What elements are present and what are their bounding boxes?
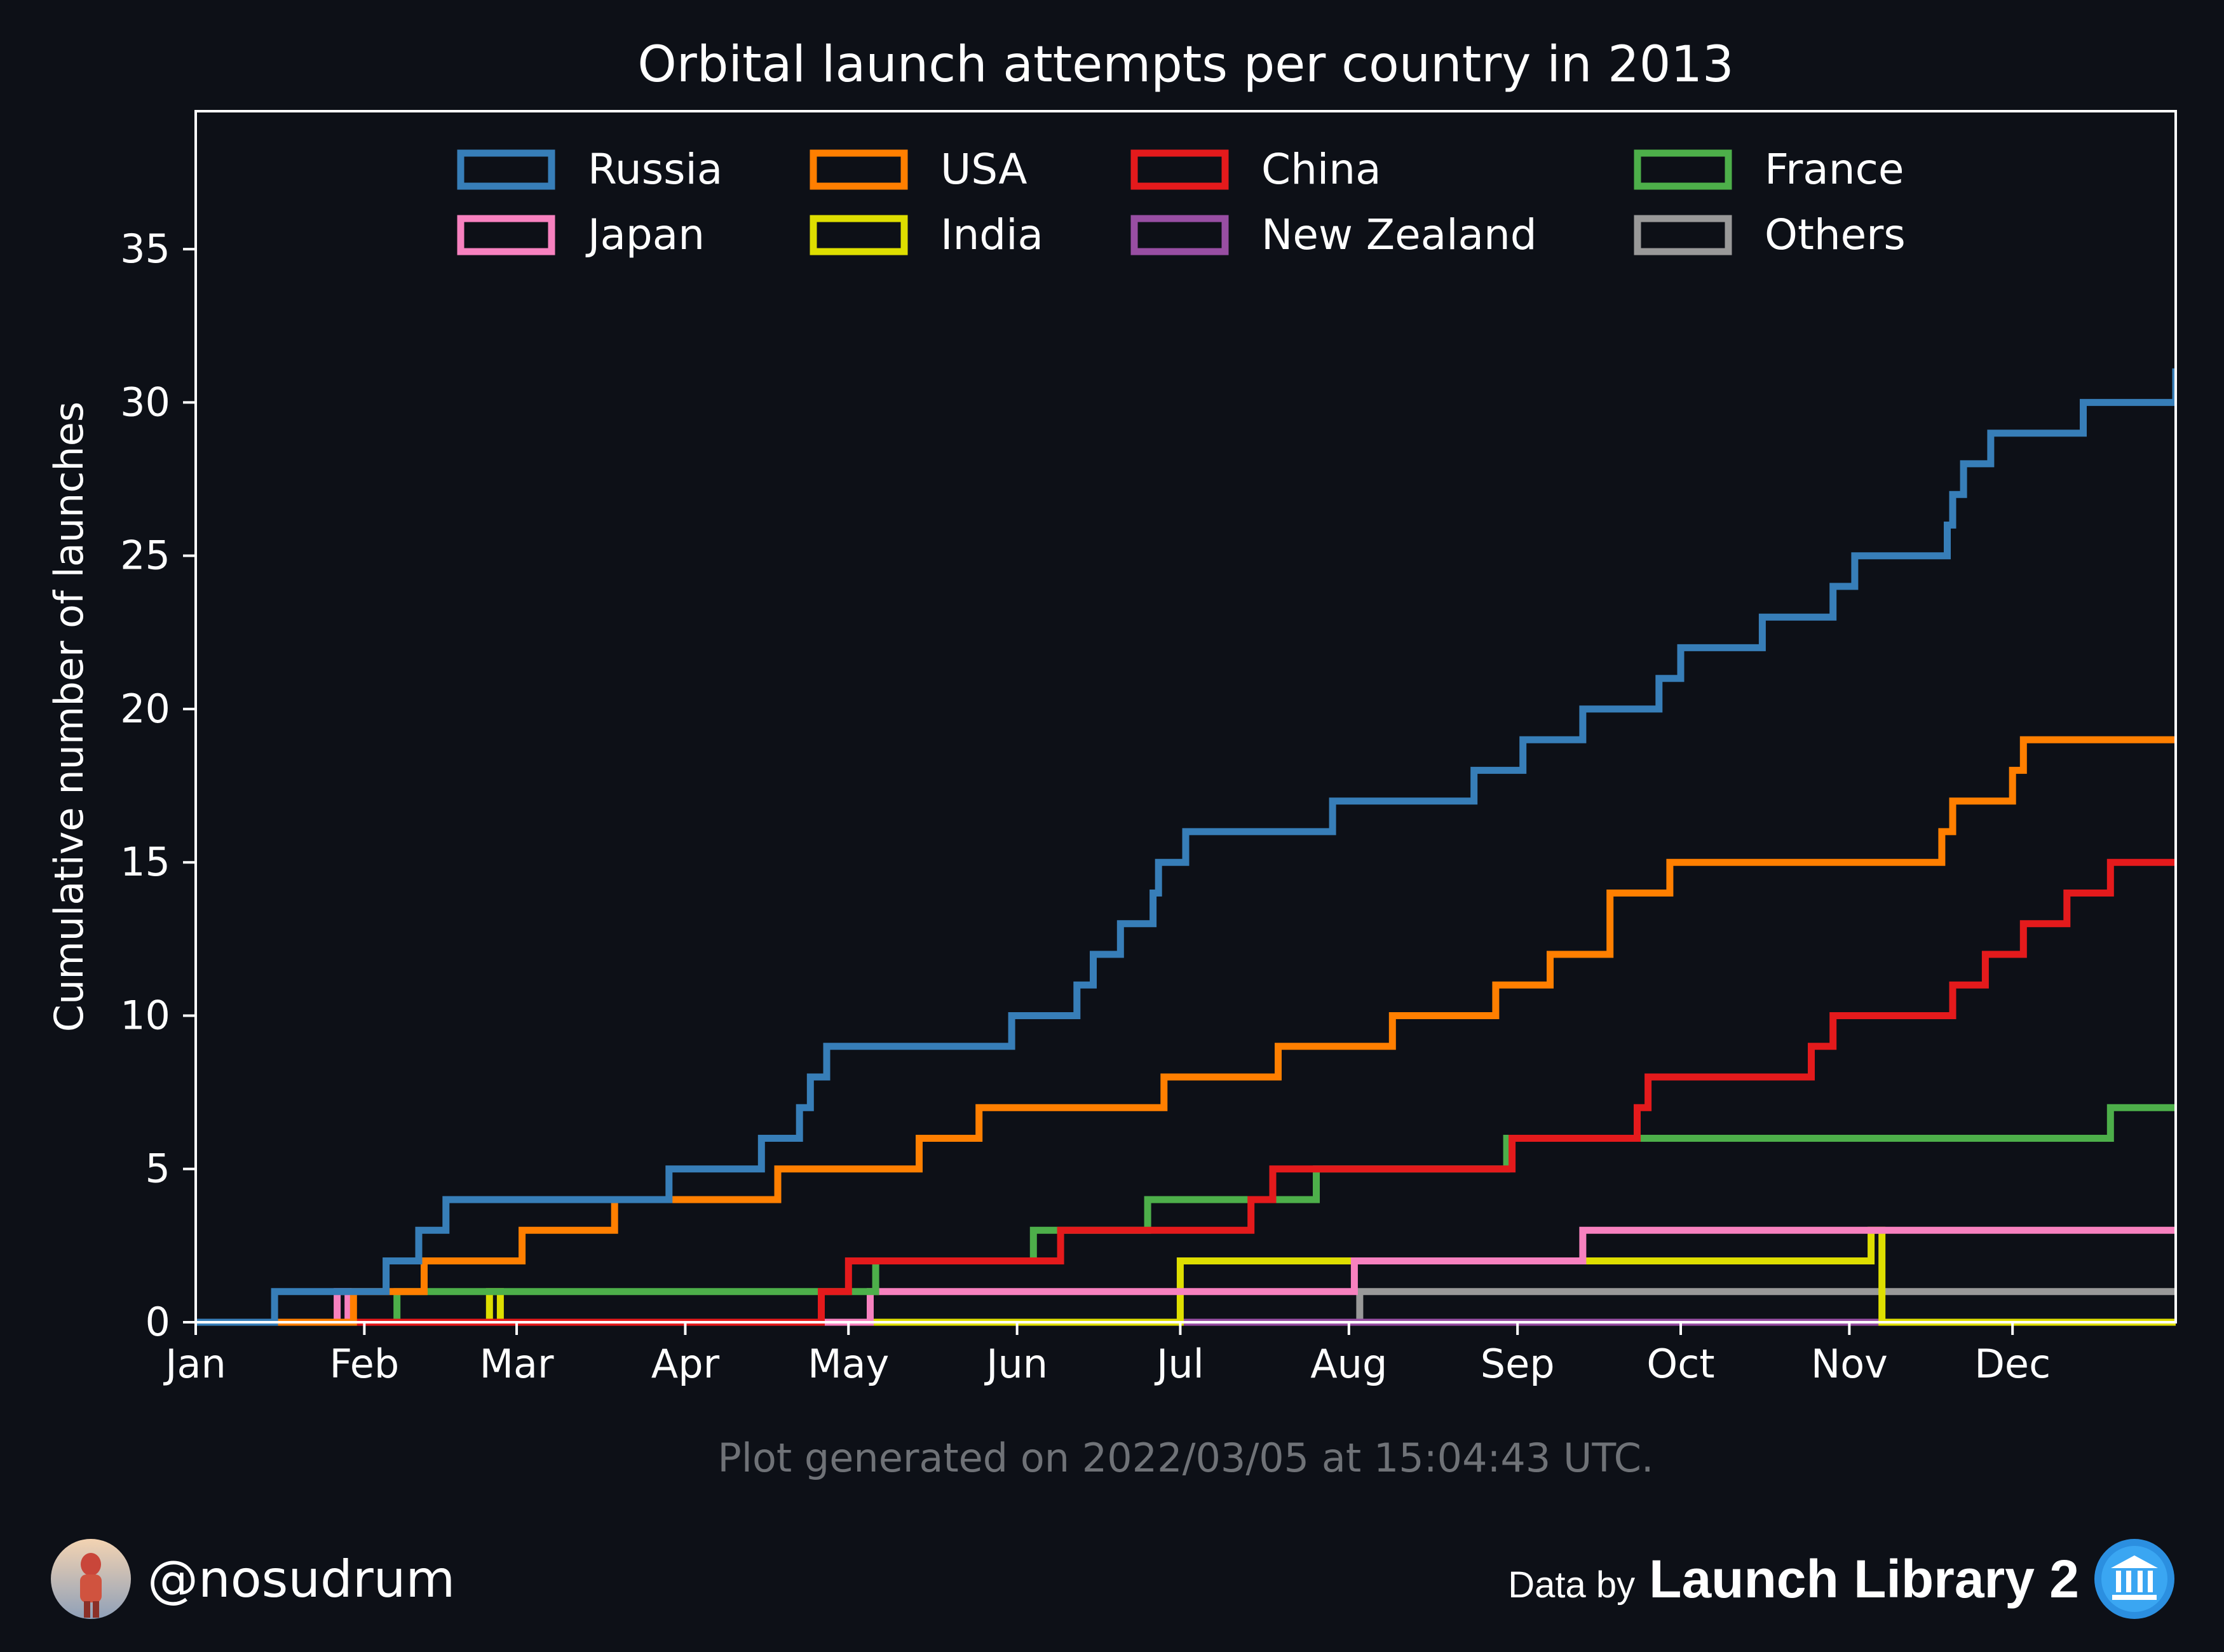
plot-area: 0 5 10 15 20 25 30 35 Jan Feb Mar Apr May Jun Jul Aug Se…: [120, 110, 2177, 1387]
y-tick-label: 15: [120, 839, 170, 885]
y-axis-label: Cumulative number of launches: [46, 402, 92, 1032]
x-tick-label: Mar: [480, 1341, 554, 1387]
x-tick-label: Feb: [329, 1341, 399, 1387]
legend-item-china: China: [1130, 145, 1381, 194]
legend: Russia USA China France Japan India New Zealan…: [457, 145, 1906, 259]
legend-item-russia: Russia: [457, 145, 722, 194]
data-by-label: Data by: [1508, 1564, 1636, 1606]
legend-label: India: [940, 210, 1043, 259]
legend-item-usa: USA: [810, 145, 1027, 194]
x-tick-label: Jan: [163, 1341, 226, 1387]
y-tick-label: 20: [120, 686, 170, 732]
legend-swatch: [810, 215, 908, 255]
series-line-china: [196, 858, 2176, 1326]
x-tick-label: Apr: [651, 1341, 720, 1387]
y-tick-label: 10: [120, 992, 170, 1038]
legend-swatch: [457, 149, 555, 190]
legend-item-japan: Japan: [457, 210, 705, 259]
legend-swatch: [1130, 215, 1229, 255]
series-line-japan: [196, 1226, 2176, 1326]
y-tick-label: 25: [120, 532, 170, 579]
legend-swatch: [1634, 149, 1732, 190]
y-tick-label: 0: [146, 1299, 170, 1345]
series-line-india: [196, 1226, 2176, 1326]
legend-label: New Zealand: [1261, 210, 1537, 259]
author-handle: @nosudrum: [147, 1549, 456, 1609]
x-tick-label: Dec: [1974, 1341, 2051, 1387]
legend-label: China: [1261, 145, 1381, 194]
x-tick-label: Oct: [1646, 1341, 1714, 1387]
series-line-france: [196, 1104, 2176, 1326]
chart-title: Orbital launch attempts per country in 2…: [637, 36, 1733, 93]
launch-library-logo-icon: [2094, 1539, 2174, 1619]
legend-label: USA: [940, 145, 1027, 194]
x-tick-label: May: [808, 1341, 889, 1387]
plot-frame: [194, 110, 2177, 1324]
y-tick-label: 30: [120, 379, 170, 425]
x-tick-label: Aug: [1310, 1341, 1387, 1387]
legend-label: France: [1765, 145, 1904, 194]
legend-label: Japan: [585, 210, 705, 259]
legend-item-new-zealand: New Zealand: [1130, 210, 1537, 259]
generated-note: Plot generated on 2022/03/05 at 15:04:43…: [717, 1435, 1653, 1481]
x-tick-label: Jun: [984, 1341, 1048, 1387]
y-tick-label: 35: [120, 226, 170, 272]
avatar: [51, 1539, 131, 1619]
legend-swatch: [1130, 149, 1229, 190]
legend-item-india: India: [810, 210, 1043, 259]
data-source-credit: Data by Launch Library 2: [1508, 1531, 2176, 1627]
x-tick-label: Sep: [1481, 1341, 1555, 1387]
launch-chart: Orbital launch attempts per country in 2…: [46, 36, 2177, 1481]
legend-swatch: [810, 149, 908, 190]
legend-label: Others: [1765, 210, 1906, 259]
series-line-usa: [196, 736, 2176, 1326]
legend-item-others: Others: [1634, 210, 1906, 259]
x-tick-label: Nov: [1811, 1341, 1888, 1387]
series-line-russia: [196, 368, 2176, 1326]
legend-swatch: [457, 215, 555, 255]
y-tick-label: 5: [146, 1146, 170, 1192]
data-source-name: Launch Library 2: [1649, 1548, 2079, 1609]
legend-label: Russia: [588, 145, 722, 194]
author-credit: @nosudrum: [51, 1531, 455, 1627]
x-tick-label: Jul: [1154, 1341, 1204, 1387]
legend-swatch: [1634, 215, 1732, 255]
legend-item-france: France: [1634, 145, 1904, 194]
